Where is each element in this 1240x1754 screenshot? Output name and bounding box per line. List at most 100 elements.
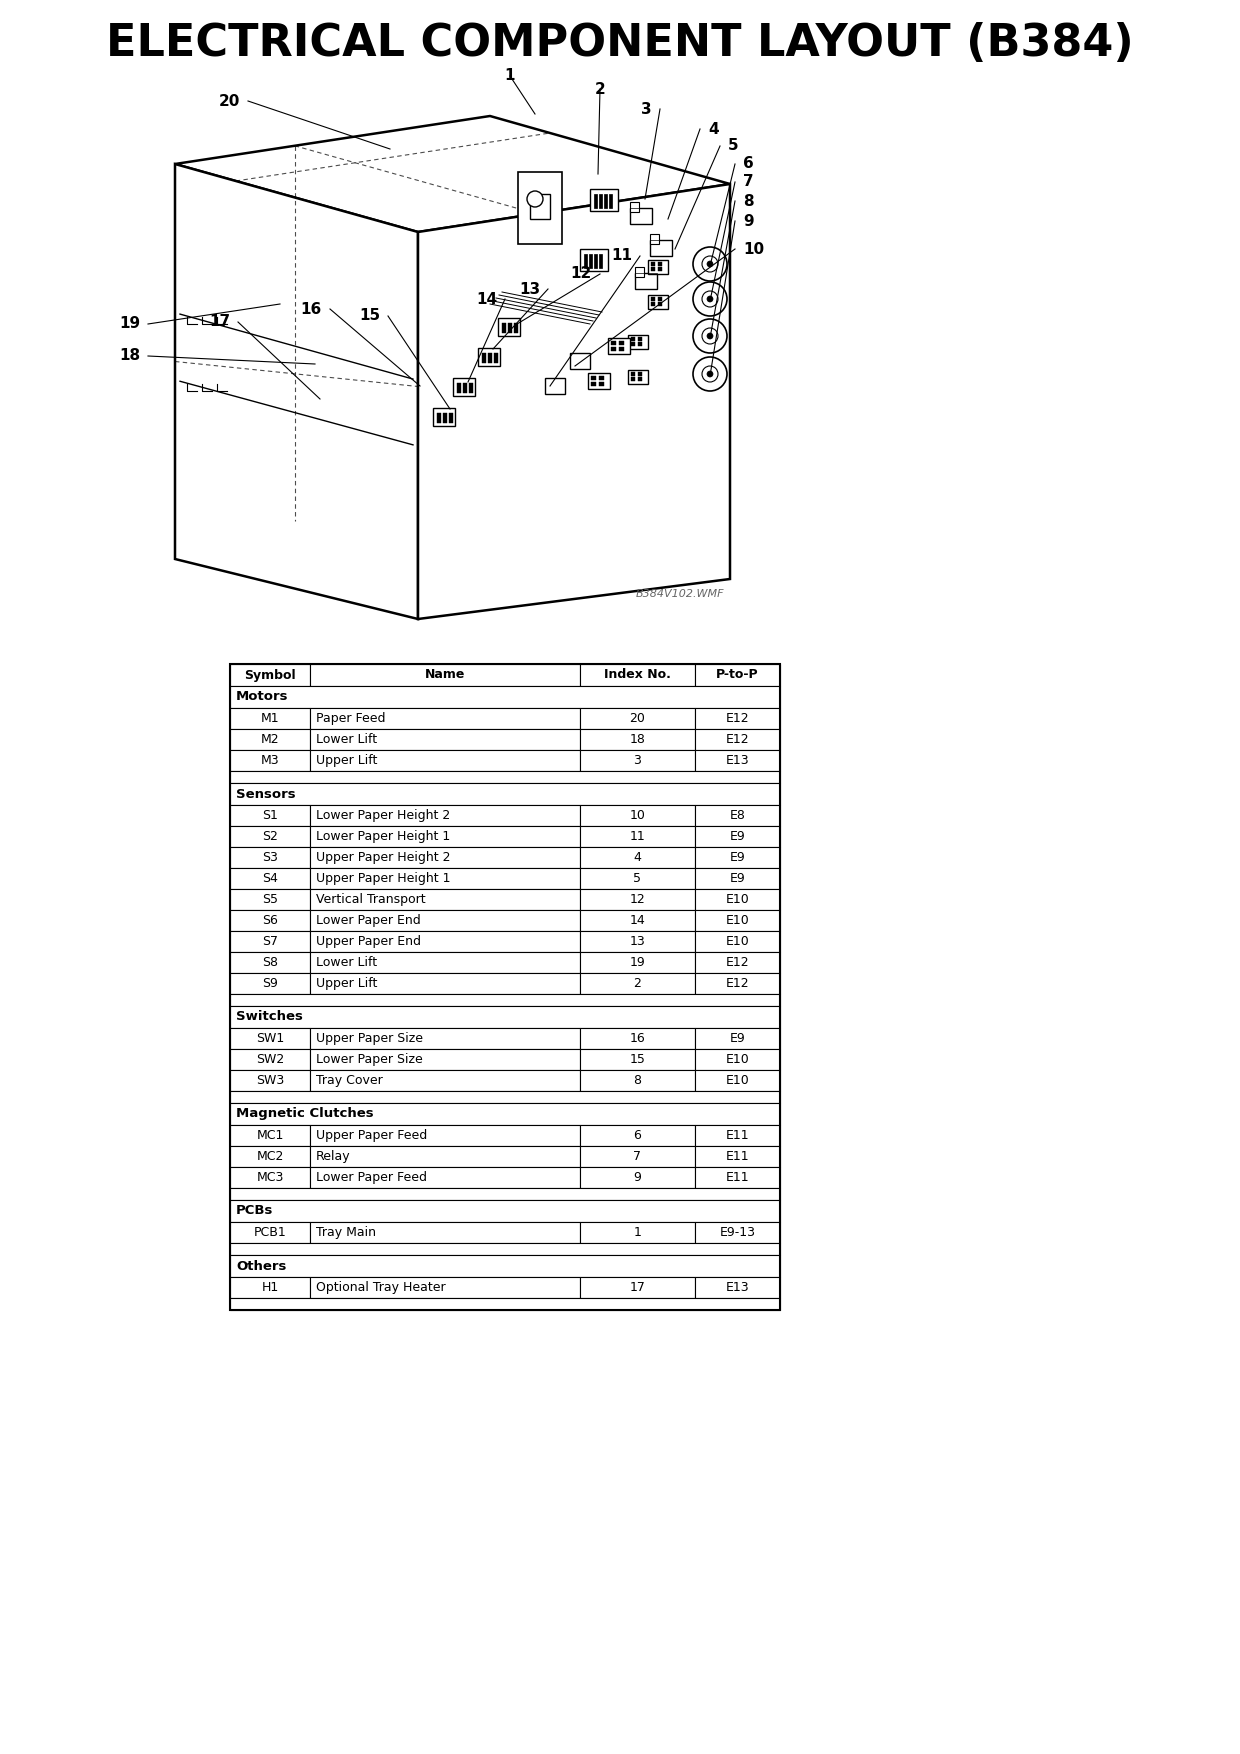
Text: 11: 11 [630, 830, 645, 844]
Bar [229, 1223, 310, 1244]
Bar [631, 337, 635, 340]
Text: E11: E11 [725, 1130, 749, 1142]
Text: E10: E10 [725, 893, 749, 907]
Bar [580, 1277, 694, 1298]
Circle shape [707, 261, 713, 267]
Text: E10: E10 [725, 1073, 749, 1087]
Bar [310, 952, 580, 973]
Text: 15: 15 [358, 309, 379, 323]
Bar [627, 335, 649, 349]
Bar [229, 847, 310, 868]
Text: MC2: MC2 [257, 1151, 284, 1163]
Bar [658, 267, 662, 272]
Bar [229, 973, 310, 995]
Text: Index No.: Index No. [604, 668, 671, 682]
Bar [310, 1223, 580, 1244]
Circle shape [693, 319, 727, 353]
Bar [694, 1124, 780, 1145]
Bar [580, 952, 694, 973]
Bar [609, 195, 613, 209]
Bar [229, 1145, 310, 1166]
Text: 14: 14 [476, 291, 497, 307]
Text: 12: 12 [570, 267, 591, 281]
Bar [580, 665, 694, 686]
Text: E11: E11 [725, 1151, 749, 1163]
Text: Motors: Motors [236, 691, 289, 703]
Text: Lower Paper End: Lower Paper End [316, 914, 420, 928]
Bar [588, 374, 610, 389]
Bar [229, 1244, 780, 1256]
Bar [463, 382, 467, 393]
Text: 17: 17 [630, 1280, 646, 1294]
Text: M3: M3 [260, 754, 279, 766]
Text: H1: H1 [262, 1280, 279, 1294]
Text: 6: 6 [634, 1130, 641, 1142]
Text: M2: M2 [260, 733, 279, 745]
Bar [694, 1223, 780, 1244]
Bar [229, 686, 780, 709]
Bar [477, 347, 500, 367]
Bar [630, 202, 639, 212]
Text: E12: E12 [725, 712, 749, 724]
Bar [310, 1277, 580, 1298]
Text: SW2: SW2 [255, 1052, 284, 1066]
Bar [630, 209, 652, 225]
Text: Relay: Relay [316, 1151, 351, 1163]
Polygon shape [418, 184, 730, 619]
Bar [580, 1028, 694, 1049]
Bar [599, 382, 604, 386]
Text: E9: E9 [729, 830, 745, 844]
Bar [639, 377, 642, 381]
Bar [694, 805, 780, 826]
Bar [229, 1007, 780, 1028]
Bar [694, 910, 780, 931]
Bar [694, 1145, 780, 1166]
Text: 5: 5 [634, 872, 641, 886]
Text: Paper Feed: Paper Feed [316, 712, 386, 724]
Bar [229, 1277, 310, 1298]
Bar [580, 910, 694, 931]
Text: Vertical Transport: Vertical Transport [316, 893, 425, 907]
Bar [635, 267, 644, 277]
Circle shape [693, 358, 727, 391]
Bar [650, 240, 672, 256]
Text: Name: Name [425, 668, 465, 682]
Bar [229, 889, 310, 910]
Bar [694, 1028, 780, 1049]
Bar [229, 1103, 780, 1124]
Bar [589, 254, 591, 268]
Bar [651, 302, 655, 305]
Bar [515, 323, 518, 333]
Text: S8: S8 [262, 956, 278, 968]
Text: 19: 19 [630, 956, 645, 968]
Circle shape [693, 247, 727, 281]
Bar [518, 172, 562, 244]
Text: Lower Paper Feed: Lower Paper Feed [316, 1172, 427, 1184]
Bar [631, 372, 635, 375]
Bar [591, 375, 596, 381]
Circle shape [707, 333, 713, 339]
Bar [591, 382, 596, 386]
Text: E10: E10 [725, 935, 749, 947]
Bar [580, 847, 694, 868]
Bar [694, 1166, 780, 1187]
Text: 7: 7 [634, 1151, 641, 1163]
Text: Lower Lift: Lower Lift [316, 733, 377, 745]
Bar [310, 910, 580, 931]
Bar [498, 317, 520, 337]
Bar [310, 1166, 580, 1187]
Text: 20: 20 [630, 712, 646, 724]
Bar [580, 868, 694, 889]
Bar [694, 868, 780, 889]
Bar [658, 261, 662, 267]
Text: 2: 2 [634, 977, 641, 989]
Text: Symbol: Symbol [244, 668, 296, 682]
Text: Upper Paper Feed: Upper Paper Feed [316, 1130, 428, 1142]
Bar [310, 931, 580, 952]
Text: 10: 10 [630, 809, 646, 823]
Text: PCB1: PCB1 [254, 1226, 286, 1238]
Text: S3: S3 [262, 851, 278, 865]
Bar [449, 412, 453, 423]
Bar [580, 1223, 694, 1244]
Bar [310, 826, 580, 847]
